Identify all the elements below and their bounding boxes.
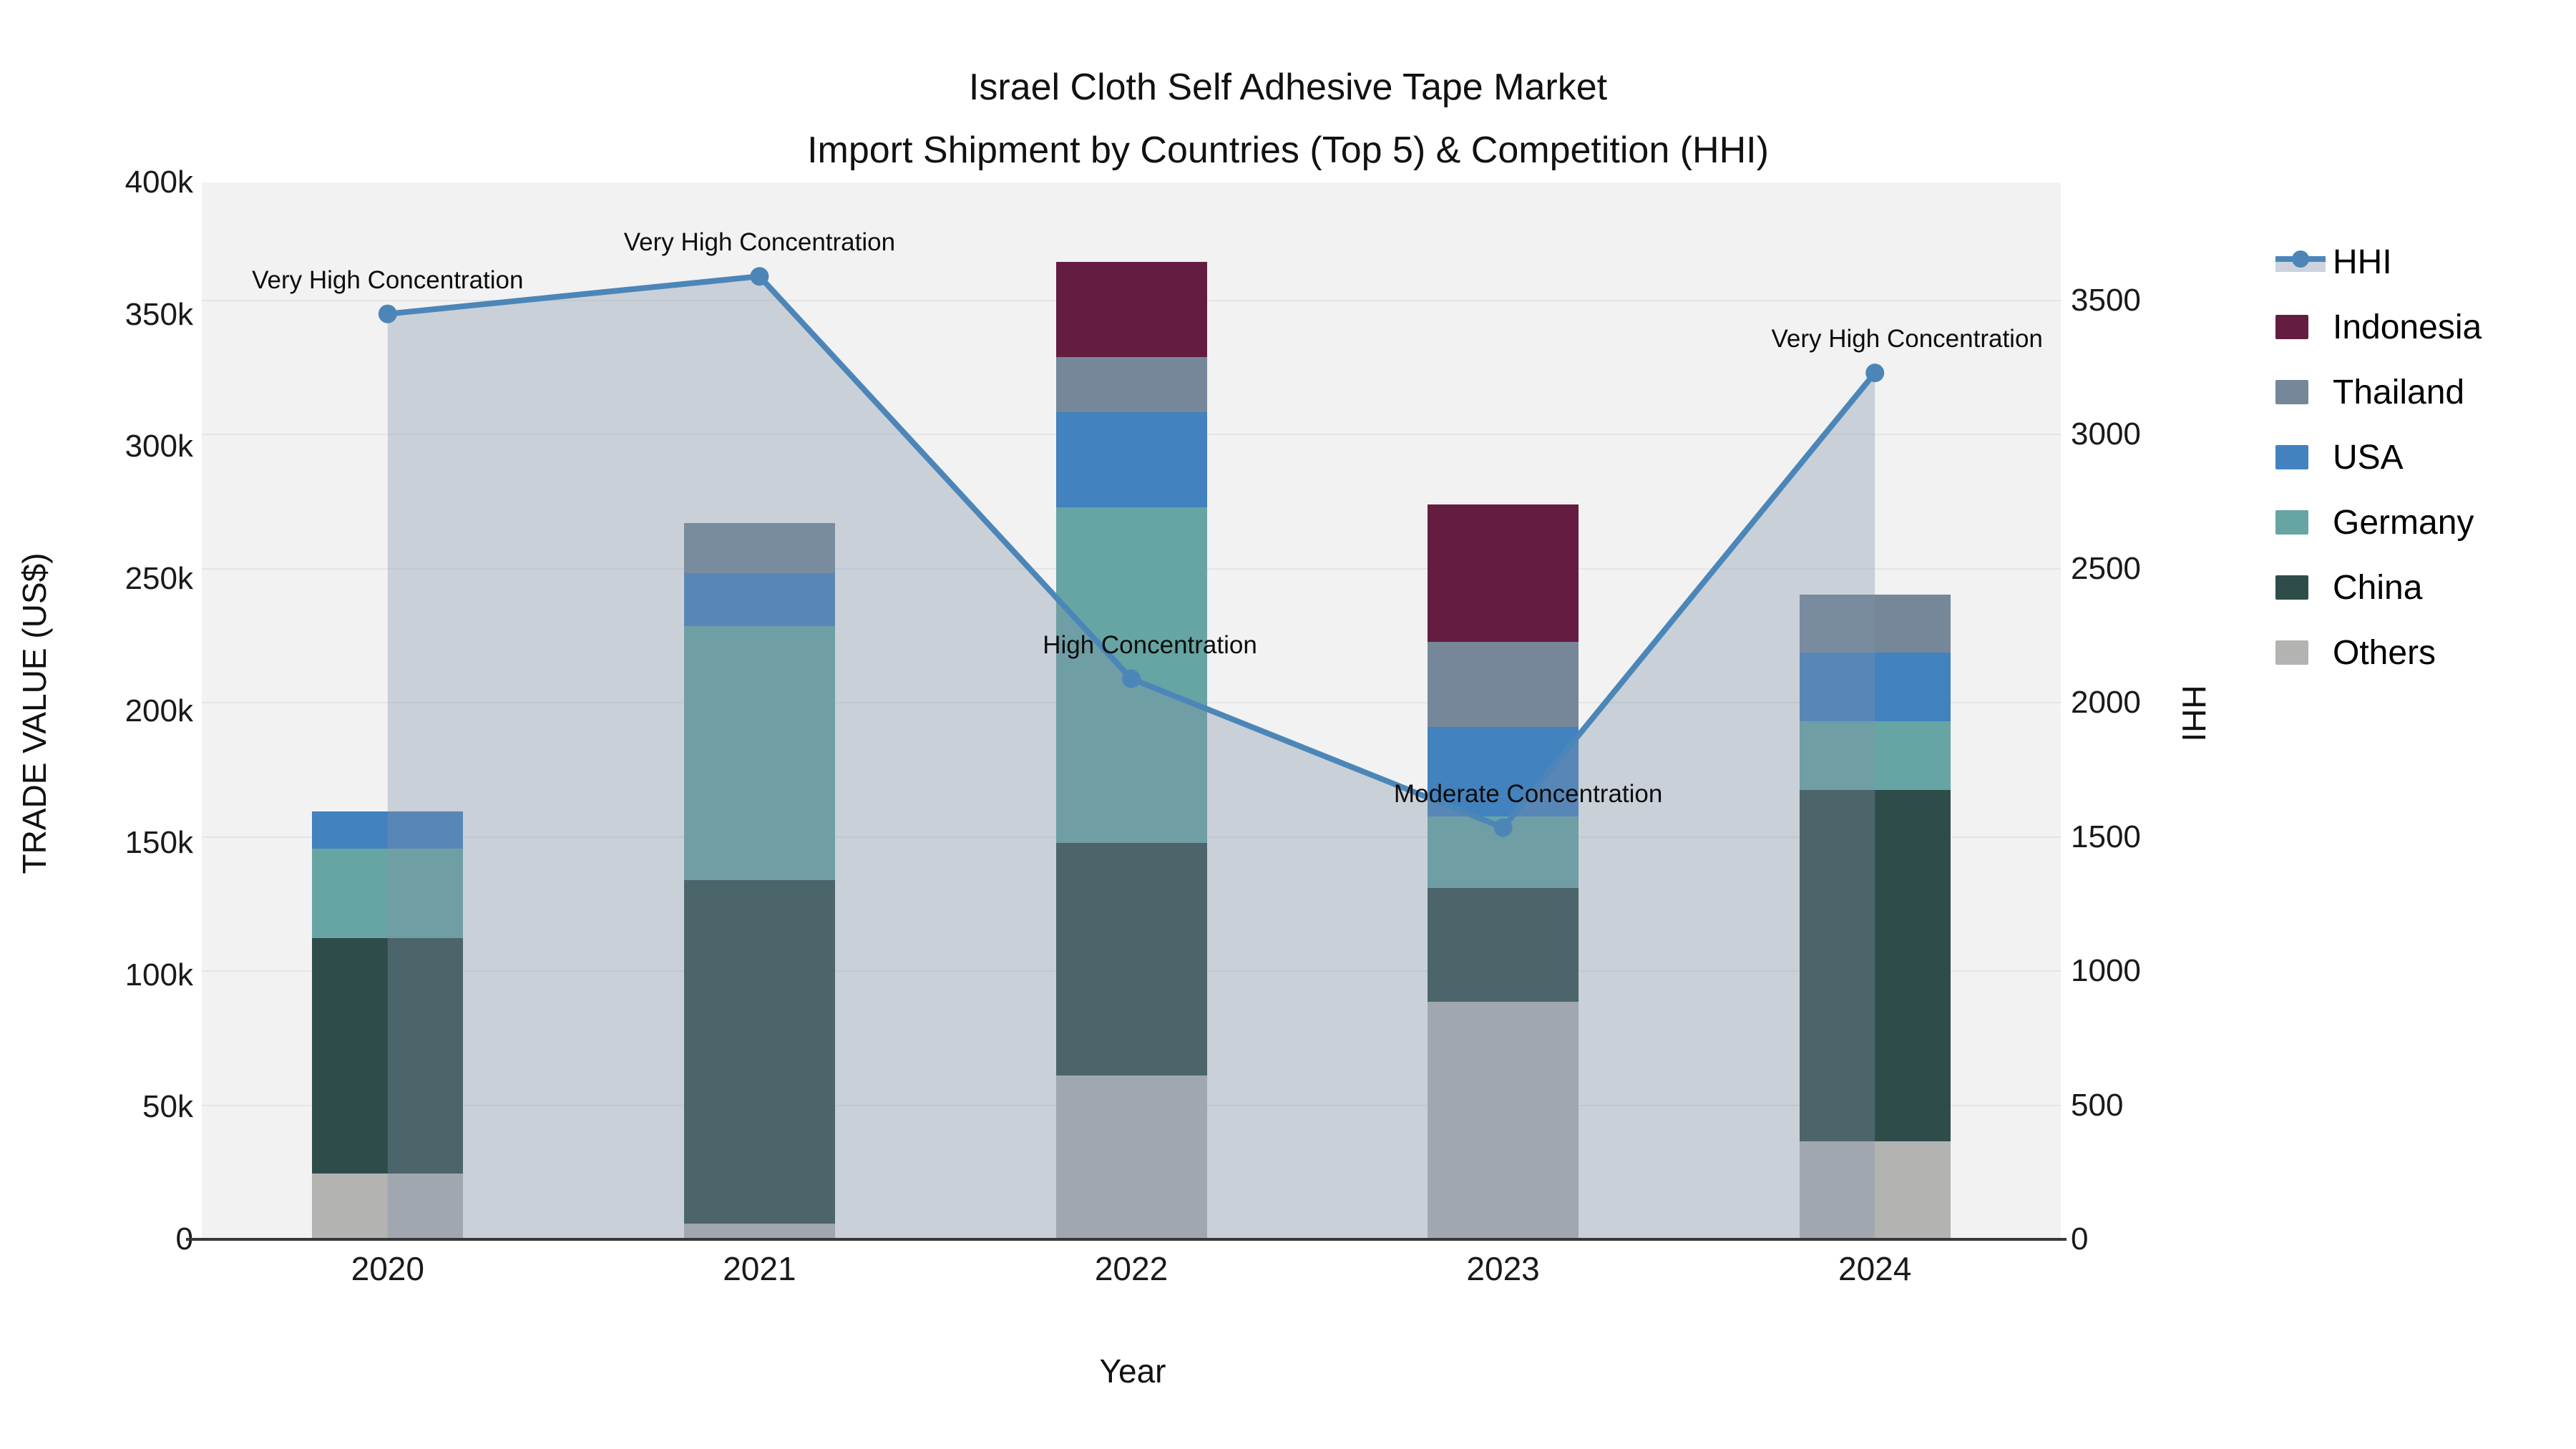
x-tick-2020: 2020 bbox=[351, 1250, 424, 1287]
bar-2022-others bbox=[1055, 1075, 1207, 1239]
bar-2023-thailand bbox=[1428, 642, 1579, 727]
hhi-marker-2021 bbox=[750, 267, 769, 286]
y-left-tick-50k: 50k bbox=[142, 1089, 193, 1125]
legend-sample-hhi bbox=[2275, 240, 2333, 283]
y-right-tick-1500: 1500 bbox=[2071, 819, 2141, 854]
bar-2020-china bbox=[312, 938, 464, 1174]
y-right-tick-2500: 2500 bbox=[2071, 550, 2141, 586]
bar-2023-indonesia bbox=[1428, 504, 1579, 643]
annotation-2022: High Concentration bbox=[1043, 630, 1257, 659]
bar-2023-others bbox=[1428, 1001, 1579, 1239]
y-right-tick-1000: 1000 bbox=[2071, 953, 2141, 989]
x-axis-label: Year bbox=[1099, 1352, 1166, 1390]
legend-item-china[interactable]: China bbox=[2275, 555, 2422, 620]
legend-sample-usa bbox=[2275, 436, 2333, 479]
y-right-tick-2000: 2000 bbox=[2071, 685, 2141, 721]
bar-2022-indonesia bbox=[1055, 261, 1207, 357]
legend-swatch-usa bbox=[2275, 445, 2308, 469]
y-left-tick-350k: 350k bbox=[125, 296, 193, 332]
bar-2023-usa bbox=[1428, 726, 1579, 817]
bar-2022-china bbox=[1055, 843, 1207, 1076]
chart-title: Israel Cloth Self Adhesive Tape Market I… bbox=[0, 56, 2576, 182]
legend-sample-germany bbox=[2275, 501, 2333, 544]
legend-label-thailand: Thailand bbox=[2333, 373, 2465, 411]
legend-swatch-thailand bbox=[2275, 380, 2308, 404]
y-left-tick-0: 0 bbox=[175, 1221, 193, 1257]
y-left-tick-300k: 300k bbox=[125, 429, 193, 464]
legend-hhi-marker-sample bbox=[2292, 250, 2309, 268]
y-right-tick-500: 500 bbox=[2071, 1087, 2124, 1123]
x-tick-2023: 2023 bbox=[1466, 1250, 1540, 1287]
y-right-tick-3500: 3500 bbox=[2071, 282, 2141, 318]
legend-label-indonesia: Indonesia bbox=[2333, 308, 2482, 346]
y-right-tick-0: 0 bbox=[2071, 1221, 2089, 1257]
legend-item-hhi[interactable]: HHI bbox=[2275, 230, 2392, 294]
bar-2024-thailand bbox=[1799, 595, 1951, 653]
chart-title-line2: Import Shipment by Countries (Top 5) & C… bbox=[807, 130, 1769, 171]
hhi-marker-2024 bbox=[1865, 364, 1885, 383]
bar-2021-china bbox=[683, 879, 835, 1224]
legend-sample-others bbox=[2275, 631, 2333, 674]
bar-2021-thailand bbox=[683, 523, 835, 574]
annotation-2021: Very High Concentration bbox=[623, 228, 896, 257]
chart-title-line1: Israel Cloth Self Adhesive Tape Market bbox=[968, 67, 1608, 108]
x-axis-line bbox=[186, 1238, 2067, 1241]
legend-label-hhi: HHI bbox=[2333, 243, 2392, 281]
bar-2021-others bbox=[683, 1223, 835, 1239]
y-left-tick-150k: 150k bbox=[125, 825, 193, 861]
annotation-2020: Very High Concentration bbox=[252, 265, 524, 294]
legend-swatch-germany bbox=[2275, 510, 2308, 535]
hhi-line-layer bbox=[378, 267, 1885, 1239]
y-left-tick-100k: 100k bbox=[125, 957, 193, 992]
bar-2023-china bbox=[1428, 887, 1579, 1002]
bar-2021-usa bbox=[683, 573, 835, 627]
legend-swatch-others bbox=[2275, 640, 2308, 665]
bar-2022-thailand bbox=[1055, 356, 1207, 413]
bar-2021-germany bbox=[683, 626, 835, 880]
legend-item-usa[interactable]: USA bbox=[2275, 425, 2404, 489]
legend-item-thailand[interactable]: Thailand bbox=[2275, 360, 2464, 424]
hhi-marker-2023 bbox=[1493, 818, 1513, 837]
legend-sample-indonesia bbox=[2275, 306, 2333, 348]
legend-label-others: Others bbox=[2333, 633, 2436, 672]
x-tick-2021: 2021 bbox=[723, 1250, 796, 1287]
hhi-area-fill bbox=[387, 276, 1875, 1239]
hhi-marker-2022 bbox=[1122, 669, 1141, 688]
legend-item-indonesia[interactable]: Indonesia bbox=[2275, 295, 2482, 359]
annotation-2024: Very High Concentration bbox=[1771, 325, 2043, 353]
bar-2024-germany bbox=[1799, 721, 1951, 791]
legend-label-usa: USA bbox=[2333, 438, 2404, 477]
legend-swatch-indonesia bbox=[2275, 315, 2308, 339]
y-left-tick-250k: 250k bbox=[125, 560, 193, 596]
y-right-tick-3000: 3000 bbox=[2071, 416, 2141, 452]
legend-label-china: China bbox=[2333, 568, 2423, 607]
annotation-2023: Moderate Concentration bbox=[1393, 779, 1663, 808]
x-tick-2024: 2024 bbox=[1838, 1250, 1912, 1287]
legend-swatch-china bbox=[2275, 575, 2308, 600]
bar-2024-usa bbox=[1799, 653, 1951, 722]
hhi-marker-2020 bbox=[378, 304, 397, 323]
bar-2024-china bbox=[1799, 790, 1951, 1142]
legend-item-others[interactable]: Others bbox=[2275, 620, 2436, 685]
y-left-tick-400k: 400k bbox=[125, 165, 193, 200]
legend-label-germany: Germany bbox=[2333, 503, 2474, 542]
bar-2022-usa bbox=[1055, 412, 1207, 508]
plot-area bbox=[202, 182, 2061, 1239]
bar-2020-usa bbox=[312, 811, 464, 849]
legend-sample-thailand bbox=[2275, 371, 2333, 414]
legend-sample-china bbox=[2275, 566, 2333, 609]
bar-2020-germany bbox=[312, 848, 464, 939]
bar-2024-others bbox=[1799, 1141, 1951, 1239]
legend-item-germany[interactable]: Germany bbox=[2275, 490, 2474, 555]
x-tick-2022: 2022 bbox=[1094, 1250, 1169, 1287]
y-left-tick-200k: 200k bbox=[125, 693, 193, 728]
bar-2020-others bbox=[312, 1173, 464, 1239]
y-axis-label-right: HHI bbox=[2175, 685, 2212, 742]
